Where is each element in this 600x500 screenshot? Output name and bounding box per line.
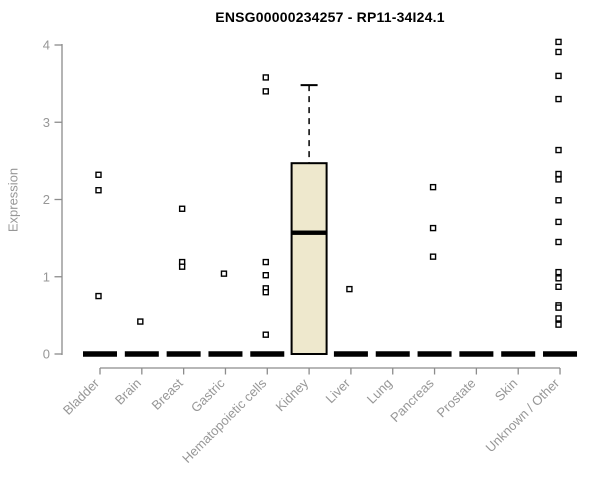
outlier-point (262, 289, 269, 296)
outlier-point (555, 218, 562, 226)
outlier-point (220, 270, 228, 277)
outlier-point (346, 285, 353, 293)
collapsed-box (166, 351, 201, 357)
outlier-point (262, 74, 269, 81)
outlier-point (555, 268, 562, 276)
collapsed-box (333, 351, 368, 357)
x-tick-label: Unknown / Other (483, 375, 563, 455)
y-tick-label: 0 (43, 347, 50, 362)
collapsed-box (459, 351, 494, 357)
outlier-point (178, 205, 186, 212)
outlier-point (429, 183, 437, 191)
y-tick-label: 2 (43, 192, 50, 207)
y-tick-label: 3 (43, 115, 50, 130)
outlier-point (555, 304, 562, 311)
x-tick-label: Pancreas (387, 375, 437, 425)
x-tick-label: Prostate (434, 376, 479, 421)
collapsed-box (250, 351, 285, 357)
y-tick-label: 1 (43, 269, 50, 284)
outlier-point (555, 321, 562, 328)
outlier-point (429, 224, 437, 232)
x-tick-label: Brain (112, 376, 144, 408)
x-tick-label: Bladder (60, 375, 103, 418)
box (290, 162, 328, 355)
outlier-point (555, 48, 562, 56)
median-line (291, 230, 327, 235)
x-tick-label: Breast (149, 375, 186, 412)
outlier-point (555, 315, 562, 322)
outlier-point (262, 258, 269, 266)
outlier-point (95, 292, 102, 300)
outlier-point (555, 170, 562, 178)
outlier-point (95, 171, 102, 178)
outlier-point (429, 253, 437, 260)
outlier-point (178, 263, 186, 270)
y-tick-label: 4 (43, 38, 50, 53)
x-tick-label: Skin (492, 376, 520, 404)
outlier-point (555, 283, 562, 290)
collapsed-box (375, 351, 410, 357)
x-tick-label: Lung (364, 376, 395, 407)
collapsed-box (124, 351, 159, 357)
collapsed-box (208, 351, 243, 357)
outlier-point (555, 238, 562, 246)
outlier-point (95, 187, 102, 194)
outlier-point (137, 318, 144, 325)
outlier-point (555, 38, 562, 46)
x-tick-label: Gastric (188, 375, 228, 415)
outlier-point (555, 275, 562, 282)
outlier-point (555, 146, 562, 154)
collapsed-box (501, 351, 536, 357)
outlier-point (262, 331, 269, 338)
x-tick-label: Liver (323, 375, 354, 406)
outlier-point (555, 197, 562, 204)
outlier-point (262, 88, 269, 95)
collapsed-box (543, 351, 578, 357)
collapsed-box (83, 351, 117, 357)
outlier-point (555, 95, 562, 103)
outlier-point (555, 176, 562, 183)
chart-title: ENSG00000234257 - RP11-34I24.1 (215, 9, 445, 25)
x-tick-label: Kidney (273, 375, 312, 414)
outlier-point (555, 72, 562, 80)
outlier-point (262, 272, 269, 279)
collapsed-box (417, 351, 452, 357)
